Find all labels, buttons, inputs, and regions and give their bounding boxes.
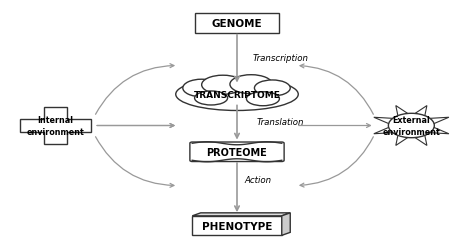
Polygon shape [192, 213, 290, 216]
Polygon shape [396, 106, 409, 117]
Ellipse shape [255, 81, 290, 97]
Polygon shape [192, 216, 282, 235]
FancyBboxPatch shape [195, 14, 279, 34]
Ellipse shape [246, 92, 279, 106]
Text: PROTEOME: PROTEOME [207, 147, 267, 157]
Polygon shape [414, 106, 427, 117]
Text: PHENOTYPE: PHENOTYPE [202, 221, 272, 231]
Text: TRANSCRIPTOME: TRANSCRIPTOME [193, 90, 281, 99]
Text: External
environment: External environment [383, 116, 440, 136]
Ellipse shape [176, 79, 298, 111]
Polygon shape [414, 135, 427, 146]
Text: Translation: Translation [256, 118, 304, 127]
Polygon shape [429, 128, 449, 134]
Ellipse shape [201, 76, 244, 95]
Polygon shape [374, 128, 394, 134]
Text: GENOME: GENOME [212, 19, 262, 29]
FancyBboxPatch shape [190, 142, 284, 162]
Polygon shape [282, 213, 290, 235]
Ellipse shape [230, 75, 273, 94]
Polygon shape [374, 118, 394, 124]
Ellipse shape [195, 92, 228, 106]
Polygon shape [20, 107, 91, 145]
Ellipse shape [183, 80, 220, 97]
Polygon shape [396, 135, 409, 146]
Polygon shape [429, 118, 449, 124]
Circle shape [388, 114, 434, 138]
Text: Action: Action [245, 175, 272, 184]
Text: Transcription: Transcription [252, 54, 309, 63]
Text: Internal
environment: Internal environment [27, 116, 84, 136]
